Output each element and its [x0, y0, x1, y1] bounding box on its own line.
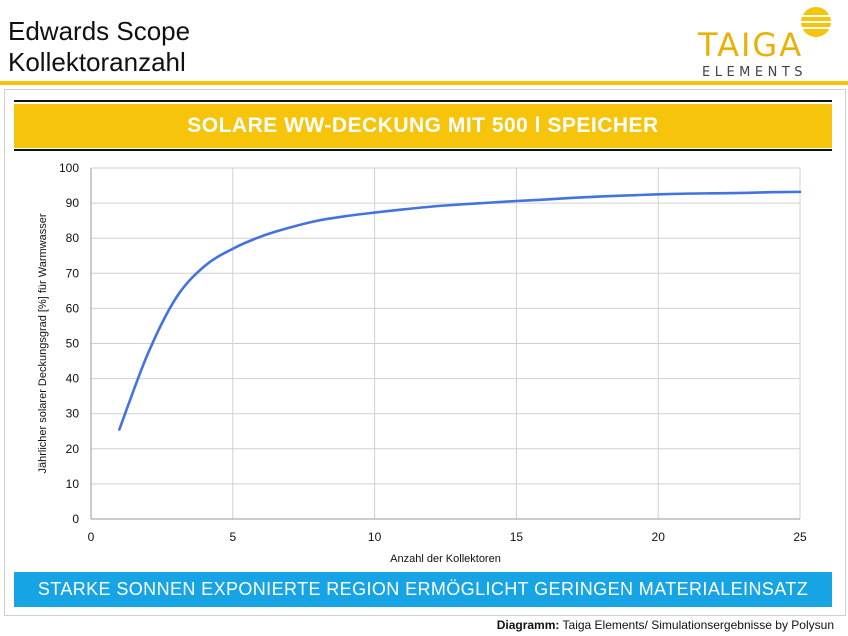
- series-line: [118, 190, 802, 431]
- banner-bottom-rule: [14, 149, 832, 151]
- source-text: Taiga Elements/ Simulationsergebnisse by…: [562, 618, 834, 632]
- sun-icon: [798, 7, 834, 37]
- y-tick-label: 100: [59, 161, 79, 175]
- y-tick-label: 60: [66, 301, 80, 315]
- y-axis-label: Jährlicher solarer Deckungsgrad [%] für …: [37, 213, 49, 473]
- y-tick-label: 10: [66, 477, 80, 491]
- page-title-line1: Edwards Scope: [8, 16, 191, 46]
- x-tick-label: 0: [88, 530, 95, 544]
- x-tick-label: 20: [652, 530, 666, 544]
- x-axis-label: Anzahl der Kollektoren: [390, 553, 501, 565]
- y-tick-label: 30: [66, 407, 80, 421]
- y-tick-label: 0: [72, 512, 79, 526]
- x-tick-label: 25: [793, 530, 807, 544]
- banner-top-rule: [14, 100, 832, 102]
- y-tick-label: 40: [66, 372, 80, 386]
- logo: TAIGA ELEMENTS: [697, 7, 834, 78]
- y-tick-label: 70: [66, 266, 80, 280]
- chart-title-banner: SOLARE WW-DECKUNG MIT 500 l SPEICHER: [14, 104, 832, 148]
- logo-name-bottom: ELEMENTS: [702, 65, 807, 78]
- conclusion-banner: STARKE SONNEN EXPONIERTE REGION ERMÖGLIC…: [14, 572, 832, 607]
- y-tick-label: 80: [66, 231, 80, 245]
- x-tick-label: 15: [510, 530, 524, 544]
- page-title-line2: Kollektoranzahl: [8, 47, 186, 77]
- x-tick-label: 10: [368, 530, 382, 544]
- page-title: Edwards Scope Kollektoranzahl: [8, 16, 190, 78]
- source-label: Diagramm:: [496, 618, 560, 632]
- content-frame: [4, 89, 846, 616]
- x-tick-label: 5: [229, 530, 236, 544]
- y-tick-label: 90: [66, 196, 80, 210]
- logo-name-top: TAIGA: [697, 26, 803, 64]
- y-tick-label: 20: [66, 442, 80, 456]
- source-footer: Diagramm: Taiga Elements/ Simulationserg…: [497, 618, 834, 632]
- y-tick-label: 50: [66, 337, 80, 351]
- header-divider: [0, 81, 848, 85]
